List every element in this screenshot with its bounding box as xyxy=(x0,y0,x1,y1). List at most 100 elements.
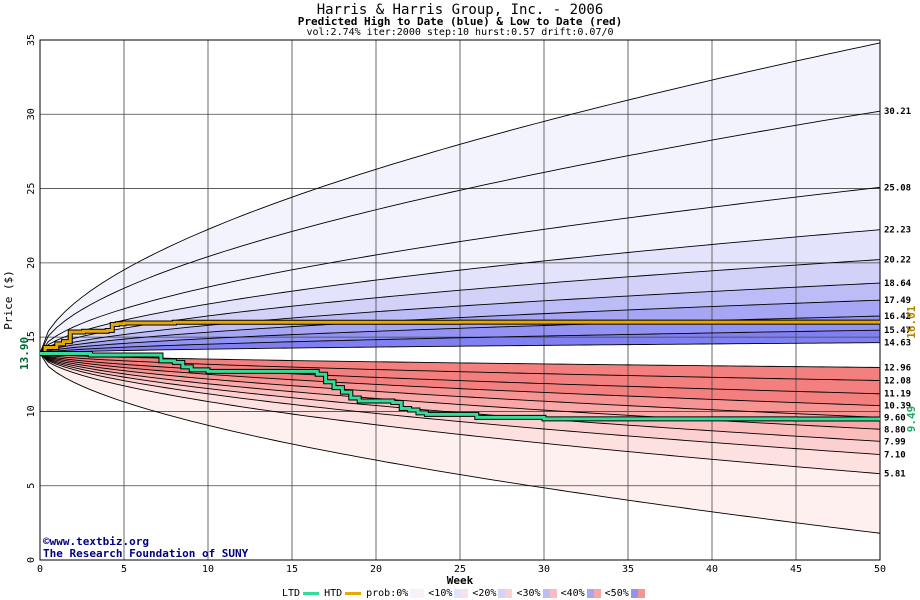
upper-quantile-line-1 xyxy=(40,110,880,354)
legend-b30-label: <30% xyxy=(516,588,541,599)
lower-band-6 xyxy=(40,353,880,455)
lower-quantile-line-4 xyxy=(40,353,880,418)
legend-prob0-swatch xyxy=(410,589,425,598)
quantile-value-label-9.60: 9.60 xyxy=(884,413,906,423)
x-tick-label-5: 5 xyxy=(121,564,127,575)
quantile-value-label-25.08: 25.08 xyxy=(884,183,911,193)
legend-prob0-label: prob:0% xyxy=(366,588,409,599)
upper-band-3 xyxy=(40,229,880,354)
legend-b50-label: <50% xyxy=(604,588,629,599)
legend-htd-swatch xyxy=(345,592,362,595)
upper-quantile-line-6 xyxy=(40,299,880,354)
upper-quantile-line-3 xyxy=(40,229,880,354)
x-tick-label-20: 20 xyxy=(370,564,382,575)
upper-quantile-line-4 xyxy=(40,259,880,354)
quantile-value-label-12.08: 12.08 xyxy=(884,377,911,387)
ltd-final-label: 9.49 xyxy=(905,406,918,433)
x-tick-label-30: 30 xyxy=(538,564,550,575)
legend-htd: HTD xyxy=(324,588,364,599)
legend-b10-label: <10% xyxy=(428,588,453,599)
quantile-value-label-16.42: 16.42 xyxy=(884,312,911,322)
legend-prob0: prob:0% xyxy=(366,588,426,599)
series-ltd-line xyxy=(40,351,880,421)
quantile-value-label-17.49: 17.49 xyxy=(884,296,911,306)
series-htd-line xyxy=(40,320,880,355)
x-tick-label-45: 45 xyxy=(790,564,802,575)
x-tick-label-50: 50 xyxy=(874,564,886,575)
legend-b20-label: <20% xyxy=(472,588,497,599)
y-axis-title: Price ($) xyxy=(2,270,15,330)
quantile-value-label-20.22: 20.22 xyxy=(884,256,911,266)
legend-b40-label: <40% xyxy=(560,588,585,599)
upper-quantile-line-5 xyxy=(40,282,880,354)
start-price-label: 13.90 xyxy=(18,337,31,370)
upper-quantile-line-0 xyxy=(40,42,880,354)
y-tick-label-30: 30 xyxy=(26,108,37,120)
y-tick-label-10: 10 xyxy=(26,405,37,417)
legend-b50: <50% xyxy=(605,588,647,599)
chart-title: Harris & Harris Group, Inc. - 2006 xyxy=(316,2,604,18)
x-tick-label-40: 40 xyxy=(706,564,718,575)
lower-quantile-line-2 xyxy=(40,353,880,395)
legend-b20: <20% xyxy=(472,588,514,599)
upper-quantile-line-8 xyxy=(40,329,880,354)
quantile-value-label-11.19: 11.19 xyxy=(884,390,911,400)
lower-band-3 xyxy=(40,353,880,418)
credit-organization: The Research Foundation of SUNY xyxy=(43,547,249,560)
legend-b50-swatch xyxy=(630,589,645,598)
quantile-value-label-10.39: 10.39 xyxy=(884,402,911,412)
quantile-value-label-15.47: 15.47 xyxy=(884,326,911,336)
legend-ltd-swatch xyxy=(303,592,320,595)
upper-band-2 xyxy=(40,187,880,354)
lower-quantile-line-0 xyxy=(40,353,880,368)
y-tick-label-5: 5 xyxy=(26,483,37,489)
quantile-value-label-8.80: 8.80 xyxy=(884,425,906,435)
y-tick-label-0: 0 xyxy=(26,557,37,563)
quantile-value-label-18.64: 18.64 xyxy=(884,279,912,289)
x-tick-label-25: 25 xyxy=(454,564,466,575)
y-tick-label-15: 15 xyxy=(26,331,37,343)
x-axis-title: Week xyxy=(447,574,474,587)
quantile-value-label-30.21: 30.21 xyxy=(884,107,911,117)
quantile-value-label-12.96: 12.96 xyxy=(884,363,911,373)
y-tick-label-25: 25 xyxy=(26,183,37,195)
upper-quantile-line-9 xyxy=(40,342,880,354)
legend-b10: <10% xyxy=(428,588,470,599)
legend-ltd-label: LTD xyxy=(282,588,301,599)
upper-band-5 xyxy=(40,283,880,354)
quantile-value-label-7.99: 7.99 xyxy=(884,437,906,447)
x-tick-label-10: 10 xyxy=(202,564,214,575)
quantile-value-label-14.63: 14.63 xyxy=(884,339,911,349)
plot-frame xyxy=(39,39,881,561)
legend-ltd: LTD xyxy=(282,588,322,599)
legend-b30: <30% xyxy=(516,588,558,599)
legend-b30-swatch xyxy=(542,589,557,598)
legend: LTD HTD prob:0% <10% <20% <30% <40% <50% xyxy=(282,588,649,599)
y-tick-label-35: 35 xyxy=(26,34,37,46)
lower-quantile-line-8 xyxy=(40,353,880,475)
legend-b20-swatch xyxy=(498,589,513,598)
x-tick-label-0: 0 xyxy=(37,564,43,575)
legend-b40-swatch xyxy=(586,589,601,598)
legend-b40: <40% xyxy=(561,588,603,599)
chart-parameters: vol:2.74% iter:2000 step:10 hurst:0.57 d… xyxy=(306,27,614,38)
lower-quantile-line-7 xyxy=(40,353,880,455)
lower-quantile-line-3 xyxy=(40,353,880,407)
y-tick-label-20: 20 xyxy=(26,257,37,269)
lower-band-7 xyxy=(40,353,880,474)
x-tick-label-15: 15 xyxy=(286,564,298,575)
upper-quantile-line-2 xyxy=(40,186,880,354)
quantile-value-label-22.23: 22.23 xyxy=(884,226,911,236)
credit-website: ©www.textbiz.org xyxy=(43,535,149,548)
upper-band-0 xyxy=(40,42,880,354)
lower-quantile-line-5 xyxy=(40,353,880,430)
legend-b10-swatch xyxy=(454,589,469,598)
legend-htd-label: HTD xyxy=(324,588,343,599)
lower-quantile-line-9 xyxy=(40,353,880,534)
upper-band-4 xyxy=(40,259,880,354)
quantile-value-label-5.81: 5.81 xyxy=(884,470,906,480)
lower-band-2 xyxy=(40,353,880,406)
htd-final-label: 16.01 xyxy=(905,305,918,338)
quantile-value-label-7.10: 7.10 xyxy=(884,451,906,461)
